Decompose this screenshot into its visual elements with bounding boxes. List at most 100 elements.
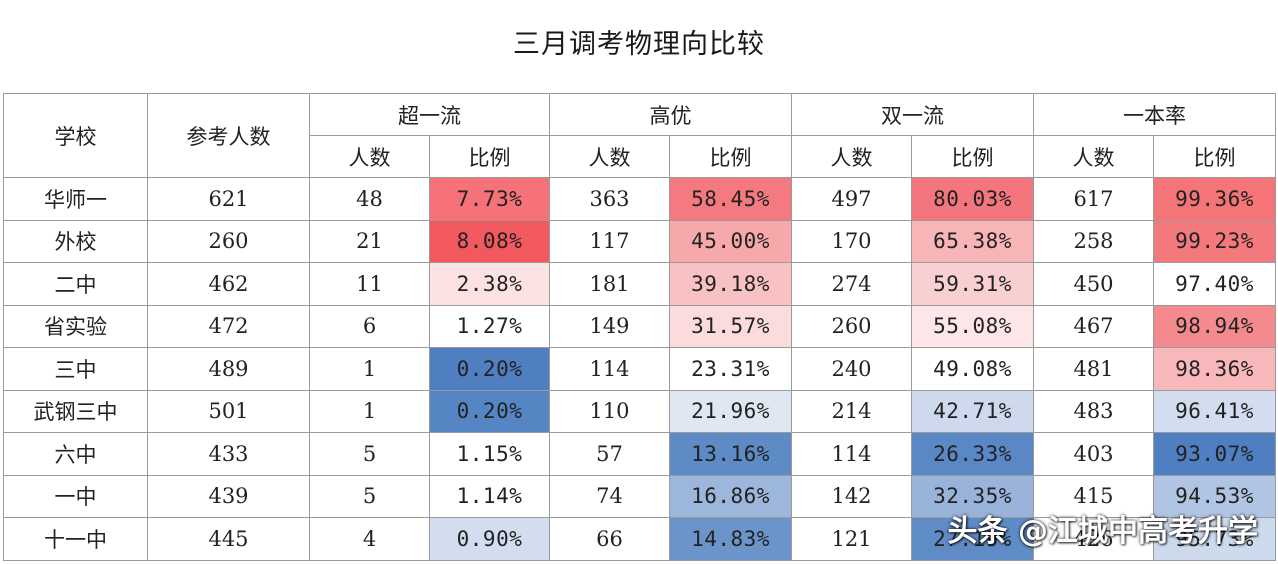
ratio-cell: 95.73% bbox=[1153, 517, 1276, 561]
count-cell: 1 bbox=[309, 347, 430, 391]
school-name-cell: 三中 bbox=[3, 347, 148, 391]
table-row: 华师一 621 48 7.73% 363 58.45% 497 80.03% 617 99.36% bbox=[3, 177, 1276, 221]
count-cell: 363 bbox=[549, 177, 670, 221]
ratio-cell: 39.18% bbox=[669, 262, 792, 306]
comparison-table: 学校 参考人数 超一流 高优 双一流 一本率 人数 比例 人数 比例 人数 比例… bbox=[3, 93, 1276, 561]
count-cell: 4 bbox=[309, 517, 430, 561]
ratio-cell: 42.71% bbox=[911, 389, 1034, 433]
count-cell: 483 bbox=[1033, 389, 1154, 433]
header-group-gaoyou: 高优 bbox=[549, 93, 792, 136]
participants-cell: 462 bbox=[147, 262, 310, 306]
participants-cell: 501 bbox=[147, 389, 310, 433]
table-row: 三中 489 1 0.20% 114 23.31% 240 49.08% 481 98.36% bbox=[3, 347, 1276, 391]
count-cell: 6 bbox=[309, 304, 430, 348]
ratio-cell: 1.15% bbox=[429, 432, 550, 476]
ratio-cell: 99.23% bbox=[1153, 219, 1276, 263]
participants-cell: 439 bbox=[147, 474, 310, 518]
subheader-ratio: 比例 bbox=[1153, 135, 1276, 178]
ratio-cell: 0.90% bbox=[429, 517, 550, 561]
school-name-cell: 六中 bbox=[3, 432, 148, 476]
table-row: 十一中 445 4 0.90% 66 14.83% 121 27.19% 426 95.73% bbox=[3, 517, 1276, 561]
count-cell: 170 bbox=[791, 219, 912, 263]
ratio-cell: 98.36% bbox=[1153, 347, 1276, 391]
school-name-cell: 外校 bbox=[3, 219, 148, 263]
subheader-ratio: 比例 bbox=[669, 135, 792, 178]
count-cell: 467 bbox=[1033, 304, 1154, 348]
count-cell: 181 bbox=[549, 262, 670, 306]
ratio-cell: 97.40% bbox=[1153, 262, 1276, 306]
table-row: 二中 462 11 2.38% 181 39.18% 274 59.31% 450 97.40% bbox=[3, 262, 1276, 306]
table-row: 外校 260 21 8.08% 117 45.00% 170 65.38% 258 99.23% bbox=[3, 219, 1276, 263]
subheader-count: 人数 bbox=[1033, 135, 1154, 178]
count-cell: 1 bbox=[309, 389, 430, 433]
ratio-cell: 59.31% bbox=[911, 262, 1034, 306]
subheader-count: 人数 bbox=[549, 135, 670, 178]
ratio-cell: 8.08% bbox=[429, 219, 550, 263]
ratio-cell: 26.33% bbox=[911, 432, 1034, 476]
header-group-chaoyiliu: 超一流 bbox=[309, 93, 550, 136]
ratio-cell: 45.00% bbox=[669, 219, 792, 263]
ratio-cell: 16.86% bbox=[669, 474, 792, 518]
count-cell: 66 bbox=[549, 517, 670, 561]
ratio-cell: 7.73% bbox=[429, 177, 550, 221]
count-cell: 260 bbox=[791, 304, 912, 348]
count-cell: 57 bbox=[549, 432, 670, 476]
count-cell: 21 bbox=[309, 219, 430, 263]
ratio-cell: 0.20% bbox=[429, 347, 550, 391]
count-cell: 497 bbox=[791, 177, 912, 221]
count-cell: 274 bbox=[791, 262, 912, 306]
count-cell: 481 bbox=[1033, 347, 1154, 391]
count-cell: 110 bbox=[549, 389, 670, 433]
count-cell: 214 bbox=[791, 389, 912, 433]
ratio-cell: 49.08% bbox=[911, 347, 1034, 391]
school-name-cell: 武钢三中 bbox=[3, 389, 148, 433]
ratio-cell: 27.19% bbox=[911, 517, 1034, 561]
school-name-cell: 一中 bbox=[3, 474, 148, 518]
count-cell: 149 bbox=[549, 304, 670, 348]
count-cell: 426 bbox=[1033, 517, 1154, 561]
participants-cell: 621 bbox=[147, 177, 310, 221]
table-row: 省实验 472 6 1.27% 149 31.57% 260 55.08% 467 98.94% bbox=[3, 304, 1276, 348]
participants-cell: 260 bbox=[147, 219, 310, 263]
header-group-yibenlv: 一本率 bbox=[1033, 93, 1276, 136]
table-row: 一中 439 5 1.14% 74 16.86% 142 32.35% 415 94.53% bbox=[3, 474, 1276, 518]
ratio-cell: 0.20% bbox=[429, 389, 550, 433]
subheader-count: 人数 bbox=[791, 135, 912, 178]
count-cell: 74 bbox=[549, 474, 670, 518]
participants-cell: 489 bbox=[147, 347, 310, 391]
ratio-cell: 13.16% bbox=[669, 432, 792, 476]
subheader-ratio: 比例 bbox=[911, 135, 1034, 178]
count-cell: 258 bbox=[1033, 219, 1154, 263]
school-name-cell: 十一中 bbox=[3, 517, 148, 561]
ratio-cell: 94.53% bbox=[1153, 474, 1276, 518]
school-name-cell: 二中 bbox=[3, 262, 148, 306]
ratio-cell: 32.35% bbox=[911, 474, 1034, 518]
count-cell: 11 bbox=[309, 262, 430, 306]
ratio-cell: 65.38% bbox=[911, 219, 1034, 263]
count-cell: 48 bbox=[309, 177, 430, 221]
ratio-cell: 99.36% bbox=[1153, 177, 1276, 221]
header-group-shuangyiliu: 双一流 bbox=[791, 93, 1034, 136]
subheader-count: 人数 bbox=[309, 135, 430, 178]
header-participants: 参考人数 bbox=[147, 93, 310, 178]
ratio-cell: 98.94% bbox=[1153, 304, 1276, 348]
count-cell: 117 bbox=[549, 219, 670, 263]
count-cell: 617 bbox=[1033, 177, 1154, 221]
ratio-cell: 2.38% bbox=[429, 262, 550, 306]
participants-cell: 445 bbox=[147, 517, 310, 561]
ratio-cell: 31.57% bbox=[669, 304, 792, 348]
ratio-cell: 14.83% bbox=[669, 517, 792, 561]
ratio-cell: 23.31% bbox=[669, 347, 792, 391]
count-cell: 5 bbox=[309, 432, 430, 476]
ratio-cell: 80.03% bbox=[911, 177, 1034, 221]
subheader-ratio: 比例 bbox=[429, 135, 550, 178]
count-cell: 5 bbox=[309, 474, 430, 518]
ratio-cell: 55.08% bbox=[911, 304, 1034, 348]
ratio-cell: 96.41% bbox=[1153, 389, 1276, 433]
participants-cell: 472 bbox=[147, 304, 310, 348]
count-cell: 142 bbox=[791, 474, 912, 518]
count-cell: 450 bbox=[1033, 262, 1154, 306]
ratio-cell: 1.27% bbox=[429, 304, 550, 348]
ratio-cell: 58.45% bbox=[669, 177, 792, 221]
count-cell: 403 bbox=[1033, 432, 1154, 476]
